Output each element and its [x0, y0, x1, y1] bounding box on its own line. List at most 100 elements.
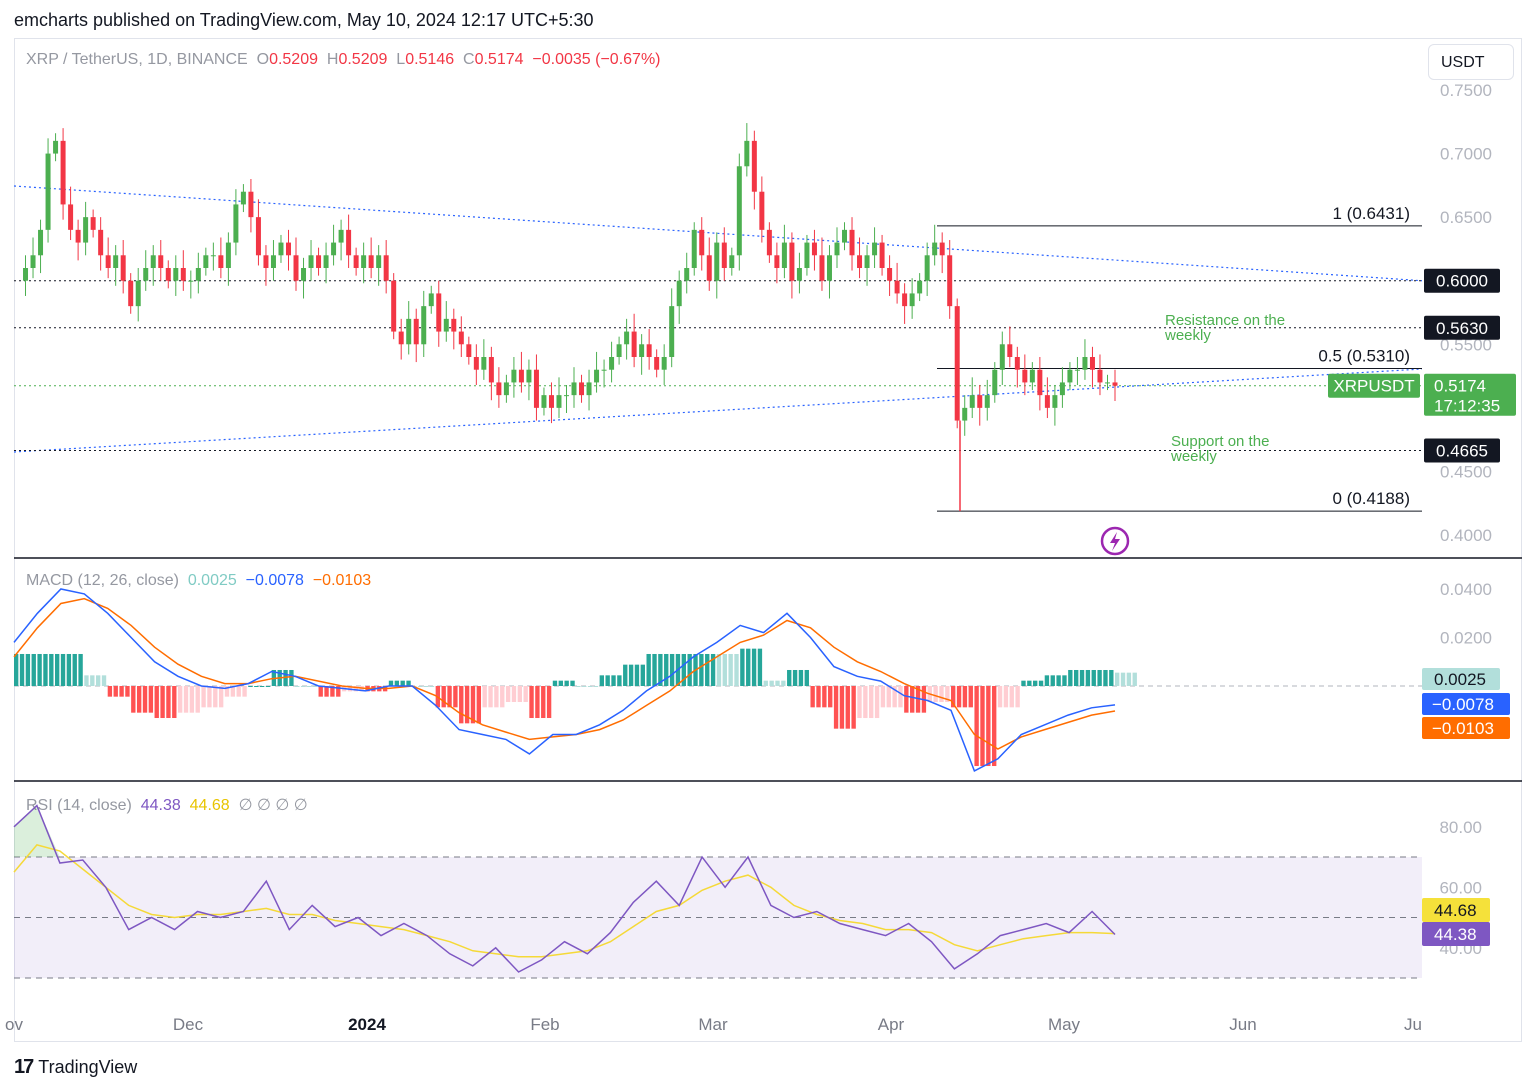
tradingview-brand: TradingView: [38, 1057, 138, 1077]
time-axis-label: Ju: [1404, 1015, 1422, 1034]
macd-histogram-bar: [558, 680, 563, 686]
macd-histogram-bar: [1097, 669, 1102, 686]
macd-histogram-bar: [869, 686, 874, 719]
candle-body: [113, 255, 119, 268]
macd-histogram-bar: [154, 686, 159, 719]
candle-body: [331, 242, 337, 256]
candle-body: [759, 191, 765, 230]
macd-histogram-bar: [1115, 672, 1120, 686]
candle-body: [391, 280, 397, 332]
rsi-ma-line: [13, 844, 1116, 958]
price-axis-tick: 0.6500: [1440, 208, 1492, 227]
macd-pane: 0.0400 0.0200 0.0025 −0.0078 −0.0103: [13, 580, 1510, 772]
candle-body: [609, 357, 615, 370]
macd-histogram-bar: [95, 675, 101, 686]
candle-body: [721, 242, 727, 268]
macd-signal-box: [1422, 717, 1510, 739]
macd-histogram-bar: [1027, 680, 1032, 686]
macd-histogram-bar: [945, 686, 950, 703]
macd-histogram-bar: [1085, 669, 1091, 686]
macd-histogram-bar: [710, 653, 716, 686]
candle-body: [421, 306, 427, 345]
macd-histogram-bar: [177, 686, 183, 713]
candle-body: [654, 357, 660, 370]
lightning-icon[interactable]: [1100, 526, 1130, 556]
macd-histogram-bar: [669, 653, 675, 686]
macd-histogram-bar: [166, 686, 171, 719]
fib-label: 1 (0.6431): [1333, 204, 1411, 223]
macd-hist-value: 0.0025: [187, 572, 237, 589]
candle-body: [661, 357, 667, 370]
candle-body: [518, 369, 524, 383]
macd-histogram-bar: [1103, 669, 1108, 686]
change-value: −0.0035 (−0.67%): [532, 51, 661, 68]
candle-body: [346, 229, 352, 256]
candle-body: [1029, 369, 1035, 383]
macd-histogram-bar: [406, 680, 411, 686]
macd-histogram-bar: [1079, 669, 1085, 686]
macd-histogram-bar: [1074, 669, 1079, 686]
macd-histogram-bar: [593, 686, 599, 687]
macd-histogram-bar: [353, 686, 359, 692]
macd-histogram-bar: [1068, 669, 1073, 686]
candle-body: [210, 255, 216, 257]
candle-body: [699, 229, 705, 256]
macd-histogram-bar: [183, 686, 189, 713]
candle-body: [503, 382, 509, 396]
candle-body: [218, 255, 224, 268]
macd-histogram-bar: [658, 653, 663, 686]
macd-histogram-bar: [248, 686, 253, 687]
candle-body: [98, 229, 104, 256]
fib-label: 0 (0.4188): [1333, 489, 1411, 508]
price-axis-tick: 0.7500: [1440, 81, 1492, 100]
symbol-tag-box: [1328, 373, 1420, 398]
ascending-trendline: [13, 368, 1423, 453]
candle-body: [684, 268, 690, 281]
candle-body: [789, 242, 795, 281]
macd-histogram-bar: [1050, 675, 1055, 686]
macd-hist-label: 0.0025: [1434, 670, 1486, 689]
rsi-axis-tick: 60.00: [1439, 878, 1482, 897]
macd-histogram-bar: [14, 653, 19, 686]
macd-histogram-bar: [915, 686, 921, 713]
candle-body: [887, 268, 893, 281]
candle-body: [255, 217, 261, 256]
candle-body: [90, 217, 96, 230]
candle-body: [947, 255, 953, 307]
macd-histogram-bar: [517, 686, 523, 703]
macd-histogram-bar: [336, 686, 341, 697]
time-axis-label: ov: [5, 1015, 23, 1034]
candle-body: [38, 229, 44, 256]
candle-body: [932, 242, 938, 256]
candle-body: [368, 255, 374, 268]
candle-body: [233, 204, 239, 243]
macd-histogram-bar: [84, 675, 89, 686]
candle-body: [451, 318, 457, 332]
macd-histogram-bar: [804, 669, 809, 686]
macd-histogram-bar: [453, 686, 458, 708]
candle-body: [669, 306, 675, 357]
currency-button[interactable]: USDT: [1428, 44, 1514, 80]
candle-body: [23, 268, 29, 281]
macd-value-box: [1422, 693, 1510, 715]
macd-histogram-bar: [1109, 669, 1114, 686]
rsi-value-box: [1422, 922, 1490, 946]
macd-histogram-bar: [476, 686, 482, 724]
macd-histogram-bar: [587, 686, 593, 687]
macd-histogram-bar: [851, 686, 856, 729]
macd-histogram-bar: [160, 686, 165, 719]
candle-body: [849, 229, 855, 256]
candle-body: [225, 242, 231, 268]
tradingview-logo[interactable]: 17 TradingView: [14, 1056, 137, 1079]
macd-histogram-bar: [699, 653, 704, 686]
candle-body: [766, 229, 772, 256]
price-axis-tick: 0.7000: [1440, 145, 1492, 164]
level-price-label: 0.5630: [1436, 319, 1488, 338]
macd-histogram-bar: [886, 686, 891, 708]
candle-body: [473, 357, 479, 370]
macd-histogram-bar: [798, 669, 804, 686]
macd-histogram-bar: [763, 680, 768, 686]
macd-histogram-bar: [54, 653, 60, 686]
macd-histogram-bar: [828, 686, 833, 708]
